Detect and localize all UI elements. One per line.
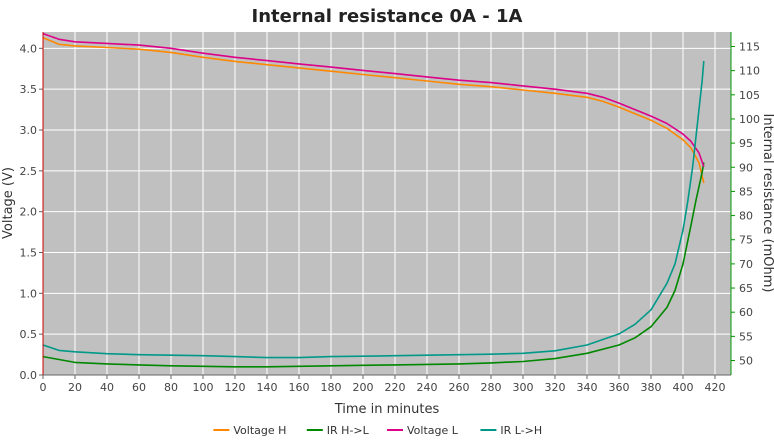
series-line-voltage-h: [42, 36, 705, 184]
y-right-tick-label: 65: [739, 282, 753, 295]
legend-label: IR H->L: [327, 424, 370, 437]
y-axis-right-label: Internal resistance (mOhm): [760, 114, 774, 293]
legend-label: IR L->H: [500, 424, 542, 437]
series-line-ir-h-l: [42, 162, 705, 368]
x-axis-label: Time in minutes: [334, 402, 440, 417]
x-tick-label: 0: [40, 381, 47, 394]
y-right-tick-label: 85: [739, 185, 753, 198]
y-right-tick-label: 105: [739, 89, 760, 102]
y-left-tick-label: 2.0: [20, 206, 38, 219]
legend-label: Voltage L: [407, 424, 459, 437]
y-right-tick-label: 75: [739, 234, 753, 247]
x-tick-label: 100: [193, 381, 214, 394]
y-right-tick-label: 50: [739, 355, 753, 368]
series-line-voltage-l: [42, 32, 705, 168]
x-tick-label: 240: [417, 381, 438, 394]
axes: [39, 32, 735, 379]
y-left-tick-label: 4.0: [20, 42, 38, 55]
y-right-tick-label: 95: [739, 137, 753, 150]
x-tick-label: 380: [641, 381, 662, 394]
legend-item-ir-h-l: IR H->L: [306, 424, 370, 437]
chart-title: Internal resistance 0A - 1A: [252, 6, 523, 27]
y-left-tick-label: 1.5: [20, 247, 38, 260]
x-tick-label: 60: [132, 381, 146, 394]
y-left-tick-label: 3.5: [20, 83, 38, 96]
legend-item-voltage-l: Voltage L: [387, 424, 459, 437]
tick-labels: 0 20 40 60 80 100 120 140 160 180 200 220 240 260 280 3…: [20, 40, 761, 394]
x-tick-label: 220: [385, 381, 406, 394]
y-left-tick-label: 1.0: [20, 287, 38, 300]
y-right-tick-label: 80: [739, 210, 753, 223]
x-tick-label: 280: [481, 381, 502, 394]
series-group: [42, 32, 705, 368]
y-right-tick-label: 110: [739, 65, 760, 78]
x-tick-label: 320: [545, 381, 566, 394]
y-right-tick-label: 115: [739, 40, 760, 53]
y-left-tick-label: 0.0: [20, 369, 38, 382]
y-right-tick-label: 100: [739, 113, 760, 126]
x-tick-label: 160: [289, 381, 310, 394]
x-tick-label: 360: [609, 381, 630, 394]
x-tick-label: 80: [164, 381, 178, 394]
x-tick-label: 340: [577, 381, 598, 394]
x-tick-label: 120: [225, 381, 246, 394]
legend: Voltage H IR H->L Voltage L IR L->H: [213, 424, 542, 437]
x-tick-label: 180: [321, 381, 342, 394]
x-tick-label: 420: [705, 381, 726, 394]
x-tick-label: 260: [449, 381, 470, 394]
series-line-ir-l-h: [42, 60, 705, 359]
y-axis-left-label: Voltage (V): [1, 167, 16, 239]
y-right-tick-label: 55: [739, 330, 753, 343]
x-tick-label: 20: [68, 381, 82, 394]
y-right-tick-label: 60: [739, 306, 753, 319]
x-tick-label: 300: [513, 381, 534, 394]
x-tick-label: 200: [353, 381, 374, 394]
y-left-tick-label: 2.5: [20, 165, 38, 178]
y-right-tick-label: 70: [739, 258, 753, 271]
x-tick-label: 40: [100, 381, 114, 394]
y-left-tick-label: 0.5: [20, 328, 38, 341]
y-right-tick-label: 90: [739, 161, 753, 174]
legend-label: Voltage H: [233, 424, 286, 437]
legend-item-ir-l-h: IR L->H: [480, 424, 542, 437]
x-tick-label: 400: [673, 381, 694, 394]
plot-area: [43, 32, 731, 375]
y-left-tick-label: 3.0: [20, 124, 38, 137]
x-tick-label: 140: [257, 381, 278, 394]
legend-item-voltage-h: Voltage H: [213, 424, 286, 437]
